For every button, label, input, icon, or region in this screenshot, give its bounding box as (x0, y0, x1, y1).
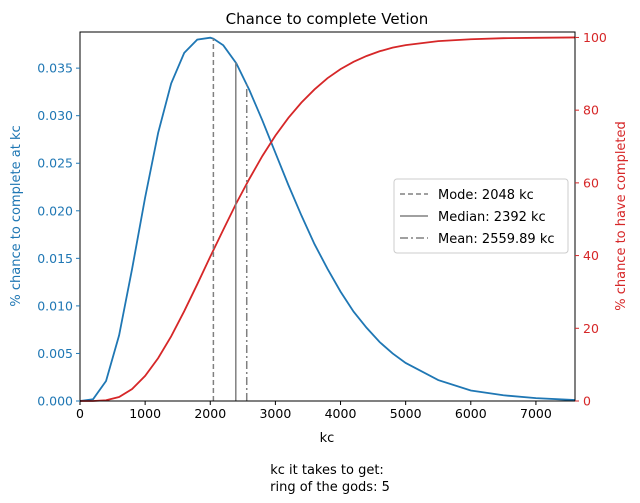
legend-box (393, 178, 569, 254)
left-y-axis-label: % chance to complete at kc (9, 125, 24, 306)
right-y-tick-label: 60 (583, 175, 599, 190)
x-tick-label: 0 (76, 406, 84, 421)
x-tick-label: 4000 (325, 406, 357, 421)
caption-line-2: ring of the gods: 5 (270, 480, 390, 495)
left-y-tick-label: 0.020 (37, 203, 73, 218)
x-axis-label: kc (320, 431, 335, 446)
x-tick-label: 7000 (520, 406, 552, 421)
right-y-tick-label: 100 (583, 30, 607, 45)
right-y-tick-label: 80 (583, 103, 599, 118)
series-line-0 (79, 36, 576, 402)
left-y-tick-label: 0.030 (37, 108, 73, 123)
left-y-tick-label: 0.000 (37, 394, 73, 409)
x-tick-label: 2000 (194, 406, 226, 421)
x-tick-label: 6000 (455, 406, 487, 421)
legend-label-mean: Mean: 2559.89 kc (438, 232, 555, 247)
left-y-tick-label: 0.005 (37, 346, 73, 361)
right-y-tick-label: 0 (583, 394, 591, 409)
legend: Mode: 2048 kc Median: 2392 kc Mean: 2559… (393, 178, 569, 254)
x-ticks: 0 1000 2000 3000 4000 5000 6000 7000 (76, 401, 552, 421)
left-y-ticks: 0.000 0.005 0.010 0.015 0.020 0.025 0.030 0.035 (37, 61, 80, 409)
right-y-tick-label: 40 (583, 248, 599, 263)
left-y-tick-label: 0.025 (37, 156, 73, 171)
caption-line-1: kc it takes to get: (270, 463, 384, 478)
legend-label-mode: Mode: 2048 kc (438, 188, 534, 203)
x-tick-label: 3000 (259, 406, 291, 421)
vline-group (212, 38, 248, 401)
series-line-1 (80, 36, 576, 402)
left-y-tick-label: 0.035 (37, 61, 73, 76)
legend-label-median: Median: 2392 kc (438, 210, 546, 225)
left-y-tick-label: 0.010 (37, 298, 73, 313)
left-y-tick-label: 0.015 (37, 251, 73, 266)
axes-frame (79, 31, 576, 402)
x-tick-label: 5000 (390, 406, 422, 421)
x-tick-label: 1000 (129, 406, 161, 421)
right-y-tick-label: 20 (583, 321, 599, 336)
plot-area (79, 36, 576, 402)
right-y-ticks: 0 20 40 60 80 100 (575, 30, 607, 409)
right-y-axis-label: % chance to have completed (614, 121, 629, 311)
chart-title: Chance to complete Vetion (226, 10, 429, 28)
